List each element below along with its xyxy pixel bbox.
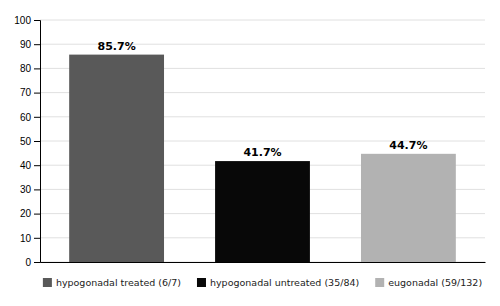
y-tick-label: 50 — [20, 136, 32, 147]
y-tick: 50 — [20, 136, 40, 147]
legend-swatch — [375, 278, 384, 287]
y-tick-label: 40 — [20, 160, 32, 171]
legend-label: hypogonadal treated (6/7) — [56, 277, 181, 288]
y-tick-mark — [34, 214, 40, 215]
y-axis: 0 10 20 30 40 50 60 70 80 90 100 — [14, 15, 40, 268]
y-tick-label: 10 — [20, 233, 32, 244]
legend-swatch — [43, 278, 52, 287]
y-tick-mark — [34, 93, 40, 94]
y-tick: 70 — [20, 87, 40, 98]
y-tick-mark — [34, 68, 40, 69]
bars — [69, 55, 456, 262]
y-tick: 0 — [25, 257, 40, 268]
y-tick-label: 20 — [20, 208, 32, 219]
bar — [215, 161, 310, 262]
grid — [40, 20, 485, 262]
legend-label: eugonadal (59/132) — [388, 277, 482, 288]
data-label: 44.7% — [389, 139, 427, 152]
x-axis — [41, 262, 486, 263]
legend-label: hypogonadal untreated (35/84) — [210, 277, 359, 288]
y-tick-mark — [34, 189, 40, 190]
bar — [361, 154, 456, 262]
y-tick-label: 100 — [14, 15, 31, 26]
chart: 0 10 20 30 40 50 60 70 80 90 100 85.7% 41.7% 44.7% hyp… — [0, 0, 500, 306]
y-tick-mark — [34, 141, 40, 142]
y-tick: 20 — [20, 208, 40, 219]
legend-item: eugonadal (59/132) — [375, 277, 482, 288]
data-labels: 85.7% 41.7% 44.7% — [98, 40, 428, 159]
legend-item: hypogonadal treated (6/7) — [43, 277, 181, 288]
y-tick-mark — [34, 117, 40, 118]
y-tick-label: 0 — [25, 257, 31, 268]
y-tick-mark — [34, 44, 40, 45]
y-tick: 10 — [20, 233, 40, 244]
grid-line — [40, 20, 485, 21]
legend: hypogonadal treated (6/7) hypogonadal unt… — [43, 277, 482, 288]
y-tick-mark — [34, 20, 40, 21]
y-tick-label: 90 — [20, 39, 32, 50]
y-tick-mark — [34, 238, 40, 239]
data-label: 85.7% — [98, 40, 136, 53]
y-tick-mark — [34, 262, 40, 263]
y-tick-mark — [34, 165, 40, 166]
y-tick: 90 — [20, 39, 40, 50]
data-label: 41.7% — [243, 146, 281, 159]
y-tick: 60 — [20, 112, 40, 123]
plot: 0 10 20 30 40 50 60 70 80 90 100 85.7% 41.7% 44.7% — [14, 15, 485, 268]
y-tick-label: 70 — [20, 87, 32, 98]
legend-item: hypogonadal untreated (35/84) — [197, 277, 359, 288]
y-tick: 80 — [20, 63, 40, 74]
y-tick: 100 — [14, 15, 40, 26]
y-tick-label: 60 — [20, 112, 32, 123]
y-axis-line — [34, 21, 41, 263]
legend-swatch — [197, 278, 206, 287]
y-tick-label: 30 — [20, 184, 32, 195]
y-tick: 40 — [20, 160, 40, 171]
y-tick-label: 80 — [20, 63, 32, 74]
bar — [69, 55, 164, 262]
y-tick: 30 — [20, 184, 40, 195]
x-axis-line — [41, 262, 486, 263]
